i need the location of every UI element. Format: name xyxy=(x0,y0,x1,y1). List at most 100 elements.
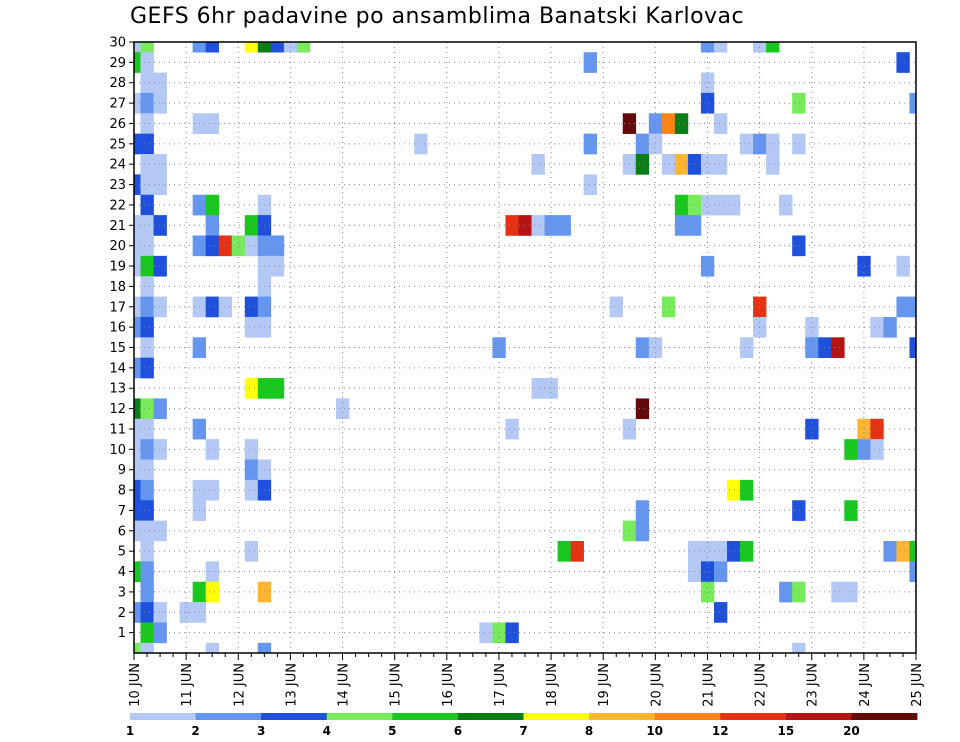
colorbar-label: 12 xyxy=(712,724,729,738)
heatmap-cell xyxy=(740,133,754,155)
heatmap-cell xyxy=(792,92,806,114)
colorbar-label: 20 xyxy=(843,724,860,738)
heatmap-cell xyxy=(134,520,141,542)
heatmap-cell xyxy=(648,113,663,134)
heatmap-cell xyxy=(153,398,167,420)
heatmap-cell xyxy=(883,540,897,562)
y-tick-label: 24 xyxy=(109,158,126,173)
heatmap-cell xyxy=(153,602,167,623)
heatmap-cell xyxy=(779,581,793,603)
colorbar-label: 6 xyxy=(454,724,462,738)
heatmap-cell xyxy=(909,561,916,583)
heatmap-cell xyxy=(583,52,597,73)
heatmap-cell xyxy=(844,439,858,460)
heatmap-cell xyxy=(713,194,728,216)
heatmap-cell xyxy=(792,133,806,155)
heatmap-cell xyxy=(134,642,141,653)
heatmap-cell xyxy=(792,642,806,653)
heatmap-cell xyxy=(909,540,916,562)
heatmap-cell xyxy=(661,296,676,318)
colorbar-swatch xyxy=(326,713,393,720)
heatmap-cell xyxy=(766,154,780,175)
heatmap-cell xyxy=(205,642,220,653)
y-tick-label: 1 xyxy=(118,626,126,641)
heatmap-cell xyxy=(727,540,741,562)
x-tick-label: 15 JUN xyxy=(389,663,404,707)
y-tick-label: 12 xyxy=(109,402,126,417)
heatmap-cell xyxy=(244,459,259,481)
x-tick-label: 25 JUN xyxy=(910,663,925,707)
y-tick-label: 3 xyxy=(118,585,126,600)
heatmap-cell xyxy=(727,479,741,501)
heatmap-cell xyxy=(140,52,154,73)
heatmap-cell xyxy=(635,398,650,420)
heatmap-cell xyxy=(140,581,154,603)
y-tick-label: 26 xyxy=(109,117,126,132)
heatmap-cell xyxy=(140,561,154,583)
heatmap-cell xyxy=(740,337,754,358)
heatmap-cell xyxy=(700,92,715,114)
heatmap-cell xyxy=(134,133,141,155)
heatmap-cell xyxy=(192,42,206,53)
colorbar-swatch xyxy=(392,713,459,720)
heatmap-cell xyxy=(205,561,220,583)
y-tick-label: 6 xyxy=(118,524,126,539)
heatmap-cell xyxy=(896,296,910,318)
y-tick-label: 5 xyxy=(118,545,126,560)
y-tick-label: 13 xyxy=(109,382,126,397)
heatmap-cell xyxy=(505,215,519,236)
heatmap-cell xyxy=(583,174,597,196)
heatmap-cell xyxy=(244,439,259,460)
heatmap-cell xyxy=(713,154,728,175)
y-tick-label: 7 xyxy=(118,504,126,519)
heatmap-cell xyxy=(270,255,285,277)
x-tick-label: 16 JUN xyxy=(441,663,456,707)
chart-title: GEFS 6hr padavine po ansamblima Banatski… xyxy=(130,4,745,29)
heatmap-cell xyxy=(270,378,285,399)
y-tick-label: 16 xyxy=(109,321,126,336)
x-tick-label: 20 JUN xyxy=(649,663,664,707)
heatmap-cell xyxy=(635,154,650,175)
heatmap-cell xyxy=(140,398,154,420)
heatmap-cell xyxy=(244,316,259,338)
heatmap-cell xyxy=(153,296,167,318)
heatmap-cell xyxy=(896,52,910,73)
heatmap-cell xyxy=(844,500,858,521)
heatmap-cell xyxy=(766,133,780,155)
heatmap-cell xyxy=(153,92,167,114)
heatmap-cell xyxy=(700,255,715,277)
heatmap-cell xyxy=(140,337,154,358)
heatmap-cell xyxy=(205,581,220,603)
heatmap-cell xyxy=(140,92,154,114)
colorbar-label: 8 xyxy=(585,724,593,738)
heatmap-cell xyxy=(700,540,715,562)
colorbar-swatch xyxy=(523,713,590,720)
y-tick-label: 21 xyxy=(109,219,126,234)
colorbar-swatch xyxy=(261,713,328,720)
heatmap-cell xyxy=(140,42,154,53)
heatmap-cell xyxy=(140,194,154,216)
colorbar-label: 10 xyxy=(646,724,663,738)
heatmap-cell xyxy=(635,337,650,358)
heatmap-cell xyxy=(134,398,141,420)
heatmap-cell xyxy=(700,194,715,216)
heatmap-cell xyxy=(244,296,259,318)
y-tick-label: 17 xyxy=(109,300,126,315)
heatmap-cell xyxy=(713,42,728,53)
heatmap-cell xyxy=(134,174,141,196)
heatmap-cell xyxy=(661,154,676,175)
heatmap-cell xyxy=(134,561,141,583)
heatmap-cell xyxy=(505,418,519,440)
heatmap-cell xyxy=(140,133,154,155)
heatmap-cell xyxy=(296,42,311,53)
heatmap-cell xyxy=(870,418,884,440)
x-tick-label: 14 JUN xyxy=(337,663,352,707)
heatmap-cell xyxy=(140,357,154,379)
y-tick-label: 19 xyxy=(109,260,126,275)
heatmap-cell xyxy=(713,602,728,623)
heatmap-cell xyxy=(134,316,141,338)
x-tick-label: 12 JUN xyxy=(232,663,247,707)
heatmap-cell xyxy=(205,479,220,501)
heatmap-cell xyxy=(635,500,650,521)
